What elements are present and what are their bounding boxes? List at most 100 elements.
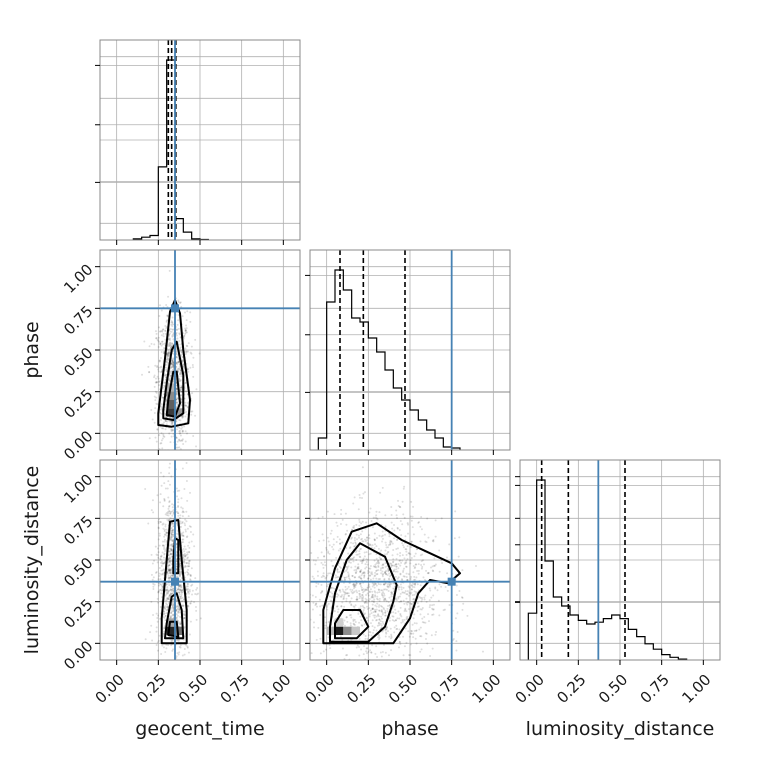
scatter-point	[156, 366, 159, 369]
scatter-point	[403, 591, 406, 594]
scatter-point	[394, 619, 397, 622]
scatter-point	[413, 567, 416, 570]
scatter-point	[351, 592, 354, 595]
scatter-point	[160, 573, 163, 576]
scatter-point	[164, 325, 167, 328]
scatter-point	[163, 666, 165, 668]
scatter-point	[162, 384, 165, 387]
scatter-point	[429, 604, 432, 607]
scatter-point	[167, 350, 170, 353]
scatter-point	[395, 568, 398, 571]
scatter-point	[170, 330, 173, 333]
scatter-point	[336, 610, 339, 613]
scatter-point	[171, 601, 174, 604]
scatter-point	[189, 531, 192, 534]
scatter-point	[357, 536, 360, 539]
scatter-point	[357, 576, 360, 579]
scatter-point	[359, 548, 362, 551]
scatter-point	[186, 646, 189, 649]
scatter-point	[397, 597, 400, 600]
scatter-point	[163, 482, 166, 485]
y-tick-label: 0.00	[60, 637, 96, 673]
scatter-point	[417, 521, 420, 524]
scatter-point	[332, 548, 335, 551]
scatter-point	[153, 385, 156, 388]
scatter-point	[168, 416, 171, 419]
scatter-point	[425, 632, 428, 635]
scatter-point	[187, 571, 190, 574]
scatter-point	[184, 329, 187, 332]
scatter-point	[397, 504, 400, 507]
scatter-point	[405, 565, 408, 568]
scatter-point	[427, 536, 430, 539]
scatter-point	[365, 616, 368, 619]
scatter-point	[156, 547, 159, 550]
scatter-point	[364, 600, 367, 603]
scatter-point	[177, 512, 180, 515]
scatter-point	[166, 571, 169, 574]
scatter-point	[170, 363, 173, 366]
scatter-point	[175, 613, 178, 616]
scatter-point	[350, 604, 353, 607]
scatter-point	[360, 538, 363, 541]
scatter-point	[160, 600, 163, 603]
scatter-point	[163, 374, 166, 377]
scatter-point	[461, 596, 464, 599]
scatter-point	[329, 532, 332, 535]
scatter-point	[403, 485, 406, 488]
scatter-point	[179, 573, 182, 576]
scatter-point	[395, 548, 398, 551]
scatter-point	[168, 342, 171, 345]
scatter-point	[185, 520, 188, 523]
scatter-point	[361, 466, 364, 469]
scatter-point	[402, 487, 405, 490]
scatter-point	[171, 510, 174, 513]
scatter-point	[172, 575, 175, 578]
scatter-point	[395, 676, 397, 678]
scatter-point	[172, 333, 175, 336]
scatter-point	[326, 608, 329, 611]
scatter-point	[377, 578, 380, 581]
scatter-point	[321, 590, 324, 593]
scatter-point	[352, 542, 355, 545]
scatter-point	[374, 610, 377, 613]
scatter-point	[176, 363, 179, 366]
scatter-point	[344, 533, 347, 536]
scatter-point	[320, 551, 323, 554]
scatter-point	[407, 573, 410, 576]
scatter-point	[361, 605, 364, 608]
scatter-point	[179, 564, 182, 567]
scatter-point	[350, 536, 353, 539]
scatter-point	[420, 515, 423, 518]
scatter-point	[166, 603, 169, 606]
scatter-point	[346, 571, 349, 574]
scatter-point	[155, 381, 158, 384]
scatter-point	[160, 554, 163, 557]
scatter-point	[178, 574, 181, 577]
scatter-point	[170, 435, 173, 438]
scatter-point	[180, 589, 183, 592]
scatter-point	[377, 622, 380, 625]
x-tick-label: 0.00	[512, 671, 548, 707]
scatter-point	[363, 606, 366, 609]
scatter-point	[358, 521, 361, 524]
scatter-point	[185, 536, 188, 539]
scatter-point	[346, 620, 349, 623]
scatter-point	[166, 353, 169, 356]
scatter-point	[377, 565, 380, 568]
scatter-point	[378, 556, 381, 559]
scatter-point	[326, 605, 329, 608]
scatter-point	[172, 610, 175, 613]
scatter-point	[159, 617, 162, 620]
scatter-point	[168, 572, 171, 575]
scatter-point	[185, 324, 188, 327]
scatter-point	[397, 576, 400, 579]
scatter-point	[336, 535, 339, 538]
scatter-point	[387, 577, 390, 580]
scatter-point	[405, 597, 408, 600]
scatter-point	[290, 612, 292, 614]
scatter-point	[353, 585, 356, 588]
scatter-point	[179, 390, 182, 393]
scatter-point	[165, 423, 168, 426]
scatter-point	[369, 567, 372, 570]
